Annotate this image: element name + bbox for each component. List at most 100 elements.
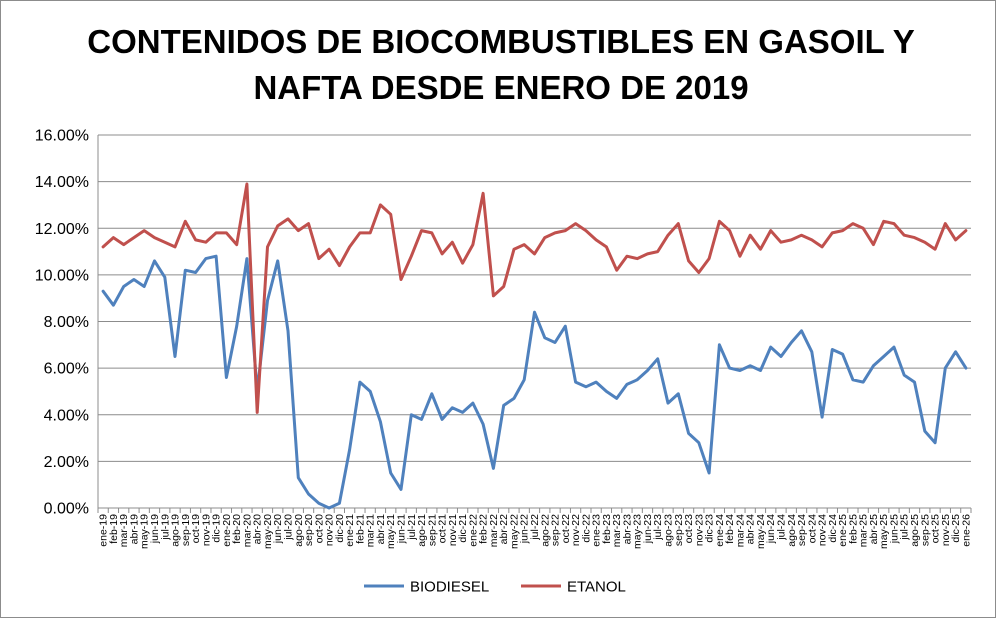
- x-tick-label: sep-23: [673, 514, 685, 546]
- x-tick-label: dic-22: [580, 514, 592, 543]
- x-tick-label: dic-23: [704, 514, 716, 543]
- x-tick-label: feb-19: [108, 514, 120, 544]
- x-tick-label: ene-25: [837, 514, 849, 547]
- legend-item-biodiesel: BIODIESEL: [364, 579, 489, 596]
- x-tick-label: ago-21: [416, 514, 428, 547]
- x-tick-label: sep-20: [303, 514, 315, 546]
- x-tick-label: abr-24: [745, 514, 757, 545]
- x-tick-label: dic-19: [211, 514, 223, 543]
- x-tick-label: jun-19: [149, 514, 161, 544]
- x-tick-label: dic-20: [334, 514, 346, 543]
- x-tick-label: abr-19: [128, 514, 140, 545]
- x-tick-label: abr-20: [252, 514, 264, 545]
- x-tick-label: jun-24: [765, 514, 777, 544]
- x-tick-label: nov-23: [693, 514, 705, 546]
- x-tick-label: nov-20: [324, 514, 336, 546]
- x-tick-label: sep-19: [180, 514, 192, 546]
- x-tick-label: ene-23: [591, 514, 603, 547]
- x-tick-label: jun-25: [888, 514, 900, 544]
- x-tick-label: abr-23: [621, 514, 633, 545]
- x-tick-label: mar-23: [611, 514, 623, 547]
- x-tick-label: feb-22: [478, 514, 490, 544]
- x-tick-label: abr-21: [375, 514, 387, 545]
- x-tick-label: ene-22: [467, 514, 479, 547]
- x-tick-label: sep-22: [550, 514, 562, 546]
- x-tick-label: feb-25: [847, 514, 859, 544]
- y-tick-label: 12.00%: [35, 221, 89, 238]
- x-tick-label: nov-25: [940, 514, 952, 546]
- x-tick-label: jun-20: [272, 514, 284, 544]
- y-tick-label: 2.00%: [44, 454, 89, 471]
- x-tick-label: may-19: [139, 514, 151, 549]
- x-tick-label: feb-24: [724, 514, 736, 544]
- y-tick-label: 4.00%: [44, 407, 89, 424]
- x-tick-label: nov-19: [200, 514, 212, 546]
- x-tick-label: sep-21: [426, 514, 438, 546]
- x-tick-label: ene-24: [714, 514, 726, 547]
- legend-item-etanol: ETANOL: [521, 579, 626, 596]
- x-tick-label: jul-20: [283, 514, 295, 541]
- x-tick-label: ago-22: [539, 514, 551, 547]
- legend-label-etanol: ETANOL: [567, 579, 626, 596]
- y-tick-label: 14.00%: [35, 174, 89, 191]
- x-tick-label: ago-23: [663, 514, 675, 547]
- x-tick-label: dic-24: [827, 514, 839, 543]
- series-line-etanol: [101, 182, 968, 414]
- x-tick-label: nov-21: [447, 514, 459, 546]
- x-tick-label: may-25: [878, 514, 890, 549]
- x-tick-label: mar-19: [118, 514, 130, 547]
- x-tick-label: jul-21: [406, 514, 418, 541]
- x-tick-label: may-23: [632, 514, 644, 549]
- x-tick-label: jun-22: [519, 514, 531, 544]
- x-tick-label: oct-21: [437, 514, 449, 543]
- y-tick-label: 6.00%: [44, 361, 89, 378]
- x-tick-label: abr-22: [498, 514, 510, 545]
- x-tick-label: may-20: [262, 514, 274, 549]
- x-tick-label: dic-25: [950, 514, 962, 543]
- x-tick-label: ago-24: [786, 514, 798, 547]
- x-tick-label: jul-23: [652, 514, 664, 541]
- x-tick-label: may-21: [385, 514, 397, 549]
- x-tick-label: oct-20: [313, 514, 325, 543]
- x-tick-label: ene-26: [960, 514, 972, 547]
- x-tick-label: ago-19: [170, 514, 182, 547]
- x-tick-label: jun-23: [642, 514, 654, 544]
- x-tick-label: oct-24: [806, 514, 818, 543]
- x-tick-label: oct-23: [683, 514, 695, 543]
- x-tick-label: nov-24: [817, 514, 829, 546]
- x-tick-label: oct-19: [190, 514, 202, 543]
- y-tick-label: 16.00%: [35, 128, 89, 145]
- x-tick-label: jul-22: [529, 514, 541, 541]
- x-tick-label: abr-25: [868, 514, 880, 545]
- x-tick-label: dic-21: [457, 514, 469, 543]
- x-tick-label: mar-25: [858, 514, 870, 547]
- x-tick-label: may-22: [508, 514, 520, 549]
- x-tick-label: oct-25: [930, 514, 942, 543]
- x-tick-label: feb-21: [354, 514, 366, 544]
- y-tick-label: 10.00%: [35, 267, 89, 284]
- legend-label-biodiesel: BIODIESEL: [410, 579, 489, 596]
- x-tick-label: ago-20: [293, 514, 305, 547]
- x-tick-label: nov-22: [570, 514, 582, 546]
- x-tick-label: jul-24: [775, 514, 787, 541]
- x-tick-label: sep-24: [796, 514, 808, 546]
- x-tick-label: jun-21: [395, 514, 407, 544]
- x-tick-label: mar-24: [734, 514, 746, 547]
- x-tick-label: ene-19: [98, 514, 110, 547]
- x-tick-label: feb-23: [601, 514, 613, 544]
- x-tick-label: ene-20: [221, 514, 233, 547]
- chart-title: CONTENIDOS DE BIOCOMBUSTIBLES EN GASOIL …: [87, 23, 915, 106]
- series-line-biodiesel: [101, 254, 968, 510]
- x-tick-label: jul-25: [899, 514, 911, 541]
- x-tick-label: oct-22: [560, 514, 572, 543]
- x-tick-label: may-24: [755, 514, 767, 549]
- x-tick-label: mar-20: [241, 514, 253, 547]
- y-tick-label: 0.00%: [44, 501, 89, 518]
- y-tick-label: 8.00%: [44, 314, 89, 331]
- x-tick-label: ago-25: [909, 514, 921, 547]
- x-tick-label: feb-20: [231, 514, 243, 544]
- x-tick-label: ene-21: [344, 514, 356, 547]
- x-tick-label: sep-25: [919, 514, 931, 546]
